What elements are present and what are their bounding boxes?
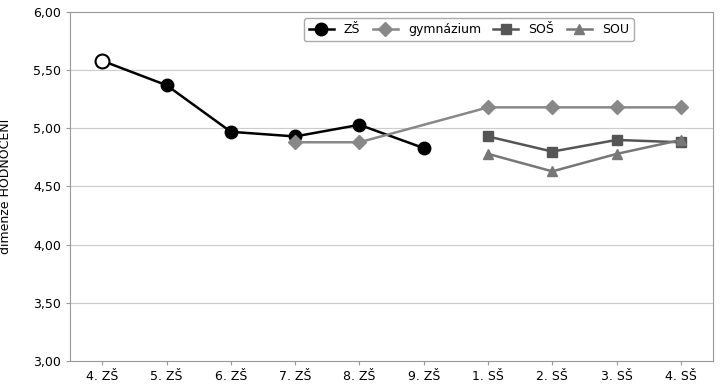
SOU bbox=[484, 152, 492, 156]
ZŠ bbox=[98, 58, 107, 63]
gymnázium bbox=[677, 105, 685, 110]
SOU bbox=[548, 169, 557, 174]
Line: SOU: SOU bbox=[483, 135, 685, 176]
SOŠ bbox=[612, 138, 621, 142]
SOŠ bbox=[677, 140, 685, 145]
Legend: ZŠ, gymnázium, SOŠ, SOU: ZŠ, gymnázium, SOŠ, SOU bbox=[304, 18, 634, 41]
gymnázium bbox=[484, 105, 492, 110]
gymnázium bbox=[612, 105, 621, 110]
SOŠ bbox=[484, 134, 492, 139]
SOU bbox=[677, 138, 685, 142]
gymnázium bbox=[355, 140, 364, 145]
Line: gymnázium: gymnázium bbox=[290, 103, 685, 147]
SOU bbox=[612, 152, 621, 156]
SOŠ bbox=[548, 149, 557, 154]
Y-axis label: dimenze HODNOCENÍ: dimenze HODNOCENÍ bbox=[0, 119, 12, 254]
ZŠ bbox=[227, 129, 235, 134]
ZŠ bbox=[291, 134, 300, 139]
ZŠ bbox=[355, 122, 364, 127]
gymnázium bbox=[548, 105, 557, 110]
ZŠ bbox=[162, 83, 171, 88]
gymnázium bbox=[291, 140, 300, 145]
Line: SOŠ: SOŠ bbox=[483, 131, 685, 156]
Line: ZŠ: ZŠ bbox=[96, 55, 430, 154]
ZŠ bbox=[420, 146, 428, 151]
